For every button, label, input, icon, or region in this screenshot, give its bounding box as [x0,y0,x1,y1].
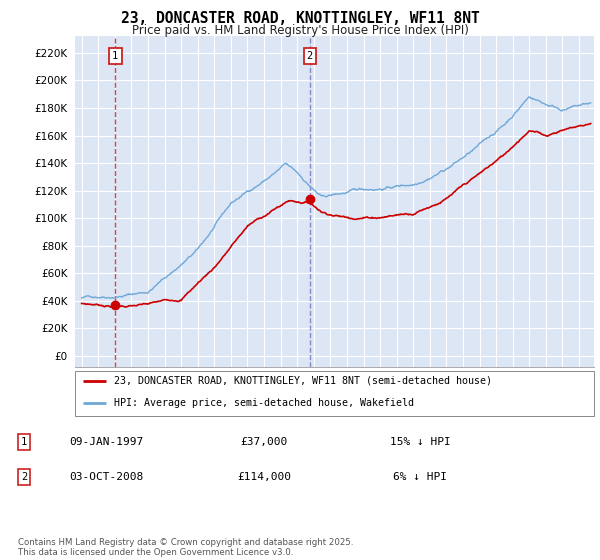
FancyBboxPatch shape [75,371,594,416]
Text: 2: 2 [307,50,313,60]
Text: 1: 1 [21,437,27,447]
Text: Price paid vs. HM Land Registry's House Price Index (HPI): Price paid vs. HM Land Registry's House … [131,24,469,37]
Text: 23, DONCASTER ROAD, KNOTTINGLEY, WF11 8NT (semi-detached house): 23, DONCASTER ROAD, KNOTTINGLEY, WF11 8N… [114,376,492,386]
Text: 1: 1 [112,50,118,60]
Text: 2: 2 [21,472,27,482]
Text: 09-JAN-1997: 09-JAN-1997 [69,437,143,447]
Text: £114,000: £114,000 [237,472,291,482]
Text: Contains HM Land Registry data © Crown copyright and database right 2025.
This d: Contains HM Land Registry data © Crown c… [18,538,353,557]
Text: £37,000: £37,000 [241,437,287,447]
Text: 15% ↓ HPI: 15% ↓ HPI [389,437,451,447]
Text: 23, DONCASTER ROAD, KNOTTINGLEY, WF11 8NT: 23, DONCASTER ROAD, KNOTTINGLEY, WF11 8N… [121,11,479,26]
Text: HPI: Average price, semi-detached house, Wakefield: HPI: Average price, semi-detached house,… [114,398,414,408]
Text: 03-OCT-2008: 03-OCT-2008 [69,472,143,482]
Text: 6% ↓ HPI: 6% ↓ HPI [393,472,447,482]
